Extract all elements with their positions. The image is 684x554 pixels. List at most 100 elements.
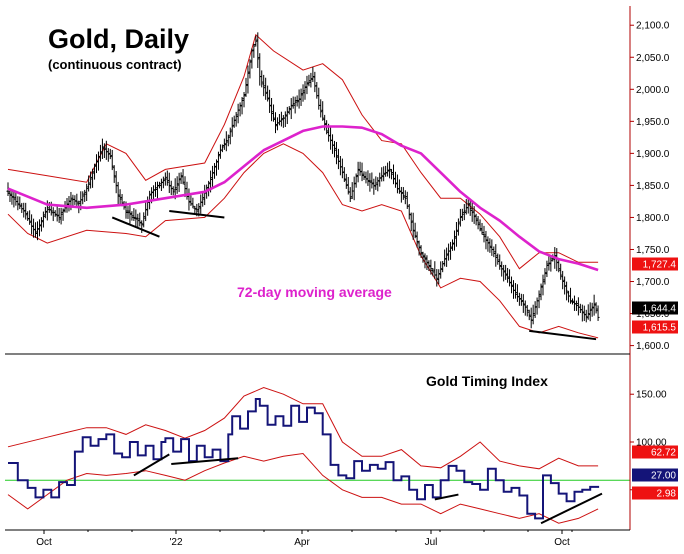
ohlc-bar xyxy=(179,172,183,184)
ohlc-bar xyxy=(83,189,87,202)
ohlc-bar xyxy=(488,238,492,253)
ohlc-bar xyxy=(81,191,85,205)
timing-trendline xyxy=(540,492,603,525)
price-value-badge-label: 1,727.4 xyxy=(643,260,677,271)
ohlc-bar xyxy=(368,173,372,192)
price-ytick-label: 1,750.0 xyxy=(636,245,670,256)
ohlc-bar xyxy=(55,205,59,222)
ohlc-bars xyxy=(6,32,600,329)
ohlc-bar xyxy=(510,276,514,294)
series-layer xyxy=(5,32,630,525)
price-ytick-label: 2,050.0 xyxy=(636,53,670,64)
moving-average-line xyxy=(7,125,599,272)
ohlc-bar xyxy=(283,111,287,128)
ohlc-bar xyxy=(291,96,295,109)
xtick-label: '22 xyxy=(169,537,182,548)
ohlc-bar xyxy=(108,148,112,160)
ohlc-bar xyxy=(561,270,565,290)
ohlc-bar xyxy=(340,158,344,179)
ohlc-bar xyxy=(142,212,146,228)
ohlc-bar xyxy=(100,138,104,159)
xtick-label: Jul xyxy=(425,537,438,548)
ohlc-bar xyxy=(397,179,401,194)
ohlc-bar xyxy=(299,88,303,106)
ohlc-bar xyxy=(85,183,89,201)
text-layer: Gold, Daily (continuous contract) 72-day… xyxy=(48,24,548,389)
ohlc-bar xyxy=(439,261,443,279)
ohlc-bar xyxy=(376,177,380,192)
ohlc-bar xyxy=(574,300,578,311)
ohlc-bar xyxy=(470,201,474,222)
ohlc-bar xyxy=(521,294,525,313)
ohlc-bar xyxy=(429,259,433,275)
ohlc-bar xyxy=(136,213,140,229)
price-trendline xyxy=(529,329,597,341)
ohlc-bar xyxy=(584,309,588,323)
price-ytick-label: 1,800.0 xyxy=(636,213,670,224)
ohlc-bar xyxy=(118,189,122,206)
ohlc-bar xyxy=(61,208,65,221)
price-ytick-label: 2,100.0 xyxy=(636,21,670,32)
ohlc-bar xyxy=(419,245,423,258)
ohlc-bar xyxy=(525,304,529,317)
ohlc-bar xyxy=(456,218,460,236)
ohlc-bar xyxy=(362,171,366,180)
ohlc-bar xyxy=(163,172,167,186)
ohlc-bar xyxy=(181,169,185,185)
ohlc-bar xyxy=(454,222,458,247)
ohlc-bar xyxy=(388,161,392,179)
ohlc-bar xyxy=(132,208,136,221)
ohlc-bar xyxy=(228,127,232,145)
ohlc-bar xyxy=(496,253,500,265)
ohlc-bar xyxy=(309,72,313,88)
ohlc-bar xyxy=(547,254,551,271)
ohlc-bar xyxy=(370,172,374,189)
ohlc-bar xyxy=(356,161,360,183)
ohlc-bar xyxy=(270,97,274,122)
ohlc-bar xyxy=(348,187,352,203)
ohlc-bar xyxy=(543,268,547,285)
ohlc-bar xyxy=(588,302,592,322)
ohlc-bar xyxy=(16,196,20,211)
ohlc-bar xyxy=(452,230,456,251)
ohlc-bar xyxy=(43,207,47,219)
ohlc-bar xyxy=(344,173,348,189)
ohlc-bar xyxy=(289,98,293,120)
ohlc-bar xyxy=(98,144,102,162)
price-band-lower xyxy=(7,143,599,339)
ohlc-bar xyxy=(102,143,106,159)
ohlc-bar xyxy=(458,208,462,227)
ohlc-bar xyxy=(24,202,28,220)
ohlc-bar xyxy=(177,172,181,193)
ohlc-bar xyxy=(421,251,425,263)
ohlc-bar xyxy=(89,171,93,189)
ohlc-bar xyxy=(297,89,301,109)
ohlc-bar xyxy=(478,219,482,232)
ohlc-bar xyxy=(130,211,134,221)
ohlc-bar xyxy=(293,96,297,114)
ohlc-bar xyxy=(22,202,26,218)
timing-ytick-label: 150.00 xyxy=(636,390,667,401)
ohlc-bar xyxy=(451,239,455,251)
ohlc-bar xyxy=(333,140,337,158)
ohlc-bar xyxy=(417,240,421,256)
ohlc-bar xyxy=(246,65,250,94)
timing-value-badge: 62.72 xyxy=(632,445,678,459)
ohlc-bar xyxy=(374,176,378,190)
ohlc-bar xyxy=(541,274,545,296)
ohlc-bar xyxy=(411,212,415,240)
ohlc-bar xyxy=(213,163,217,179)
ohlc-bar xyxy=(220,144,224,153)
ohlc-bar xyxy=(474,213,478,226)
badges-layer: 1,727.4 1,644.4 1,615.5 62.72 27.00 2.98 xyxy=(632,257,678,500)
timing-ytick-label: 100.00 xyxy=(636,438,667,449)
ohlc-bar xyxy=(234,111,238,127)
ohlc-bar xyxy=(517,292,521,306)
price-ytick-label: 1,650.0 xyxy=(636,309,670,320)
ohlc-bar xyxy=(449,241,453,260)
ohlc-bar xyxy=(53,210,57,217)
ohlc-bar xyxy=(305,75,309,95)
ohlc-bar xyxy=(93,163,97,180)
ohlc-bar xyxy=(224,131,228,152)
price-chart-subtitle: (continuous contract) xyxy=(48,57,182,72)
